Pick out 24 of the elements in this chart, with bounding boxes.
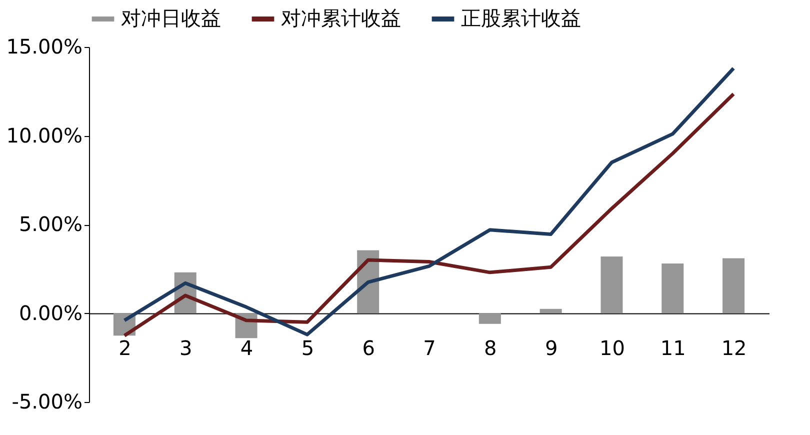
y-tick-label: 5.00% xyxy=(18,212,82,236)
x-tick-label: 2 xyxy=(118,336,132,360)
y-tick-label: -5.00% xyxy=(12,390,82,414)
x-tick-label: 8 xyxy=(484,336,497,360)
bar xyxy=(722,258,745,314)
x-tick-label: 5 xyxy=(301,336,314,360)
bar xyxy=(662,264,684,314)
x-tick-label: 9 xyxy=(544,336,558,360)
legend-label: 正股累计收益 xyxy=(461,6,581,30)
bar xyxy=(478,313,501,324)
bar xyxy=(600,256,623,314)
x-tick-label: 7 xyxy=(423,336,436,360)
x-tick-label: 11 xyxy=(660,336,686,360)
x-tick-label: 6 xyxy=(362,336,375,360)
bar xyxy=(540,308,562,314)
legend-label: 对冲日收益 xyxy=(121,6,221,30)
x-tick-label: 12 xyxy=(721,336,747,360)
legend-label: 对冲累计收益 xyxy=(281,6,401,30)
y-tick-label: 15.00% xyxy=(6,34,82,58)
x-tick-label: 3 xyxy=(179,336,192,360)
x-tick-label: 4 xyxy=(240,336,254,360)
x-tick-label: 10 xyxy=(600,336,625,360)
y-tick-label: 10.00% xyxy=(6,123,82,148)
y-tick-label: 0.00% xyxy=(18,300,82,325)
